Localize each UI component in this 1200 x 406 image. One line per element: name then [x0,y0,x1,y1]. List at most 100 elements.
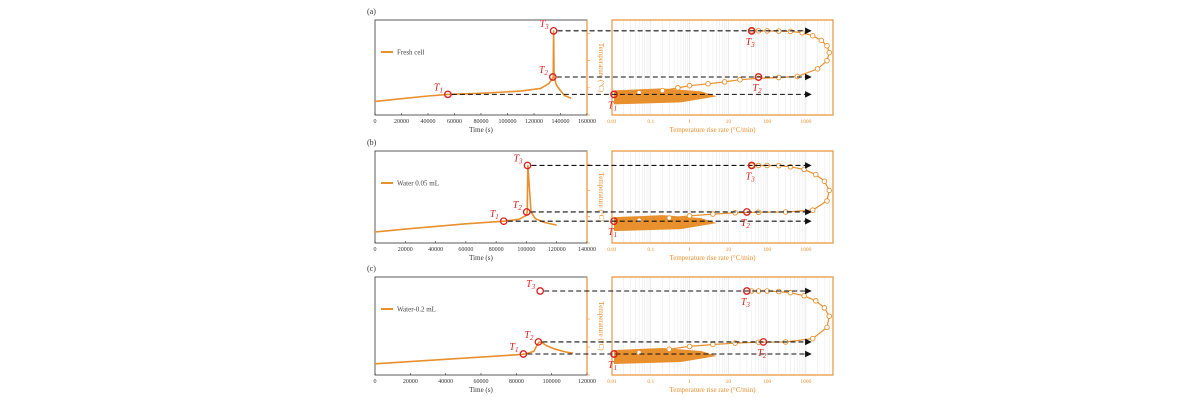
rate-marker-label-T1: T1 [608,100,617,112]
rate-data-point [821,178,828,184]
rate-data-point [801,166,807,173]
marker-label-T2: T2 [513,200,523,212]
x-tick-label: 40000 [438,379,453,385]
x-tick-label: 80000 [489,247,504,253]
x-tick-label: 140000 [552,119,570,125]
rate-data-point [824,57,830,64]
x-tick-label: 20000 [398,247,413,253]
x-tick-label: 60000 [474,379,489,385]
rate-data-point [686,343,693,350]
rate-marker-label-T2: T2 [753,83,763,95]
marker-T1 [519,350,528,358]
rate-data-point [776,288,782,295]
rate-marker-T1 [610,217,618,226]
rate-marker-T2 [754,73,763,81]
marker-label-T1: T1 [509,342,518,354]
marker-T3 [523,161,532,170]
rate-data-point [813,298,819,304]
rate-x-tick-label: 1 [688,379,691,385]
marker-label-T2: T2 [539,65,549,77]
x-axis-label: Time (s) [469,254,493,262]
marker-T1 [499,217,508,226]
panel-label: (c) [367,264,376,273]
x-tick-label: 140000 [578,247,596,253]
marker-label-T1: T1 [434,82,443,94]
rate-x-tick-label: 1000 [800,379,811,385]
rate-x-tick-label: 0.1 [647,379,654,385]
marker-T1 [444,90,452,99]
x-tick-label: 160000 [578,119,596,125]
panel-label: (b) [367,138,377,147]
rate-x-tick-label: 10 [726,119,732,125]
rate-x-tick-label: 1 [688,247,691,253]
rate-marker-label-T2: T2 [741,218,751,230]
rate-data-point [710,211,716,217]
rate-x-tick-label: 1000 [800,247,811,253]
temp-axis-label: Temperature (°C) [597,301,605,351]
rate-x-tick-label: 0.1 [647,247,654,253]
x-tick-label: 0 [374,119,377,125]
x-tick-label: 20000 [394,119,409,125]
x-axis-label: Time (s) [469,386,493,394]
rate-data-point [675,85,681,91]
rate-data-point [710,341,716,348]
time-plot-frame [374,276,588,376]
rate-marker-label-T3: T3 [746,171,756,183]
rate-data-point [813,171,819,178]
marker-T2 [534,338,543,346]
x-tick-label: 120000 [548,247,566,253]
rate-x-tick-label: 1 [688,119,691,125]
temperature-series-line [374,30,572,103]
rate-x-tick-label: 1000 [800,119,811,125]
rate-data-point [818,37,825,44]
temperature-series-line [374,341,574,365]
x-tick-label: 40000 [428,247,443,253]
panel-2: (b) 0 20000 40000 60000 80000 100000 120000 1400… [367,138,834,262]
rate-data-point [824,198,830,204]
rate-x-tick-label: 0.01 [607,119,617,125]
rate-series-line [639,30,830,94]
rate-x-axis-label: Temperature rise rate (°C/min) [669,126,756,134]
rate-marker-label-T1: T1 [608,360,617,372]
rate-data-point [666,346,673,352]
marker-T2 [522,208,531,216]
rate-marker-label-T3: T3 [746,37,756,49]
rate-data-point [659,87,666,94]
x-tick-label: 0 [374,379,377,385]
rate-marker-T3 [747,161,756,170]
marker-label-T2: T2 [524,330,534,342]
rate-marker-T3 [747,27,756,35]
rate-data-point [737,76,743,83]
rate-marker-label-T2: T2 [757,348,767,360]
rate-marker-T1 [610,350,618,358]
x-tick-label: 60000 [458,247,473,253]
rate-x-tick-label: 100 [763,379,772,385]
x-tick-label: 100000 [517,247,535,253]
x-tick-label: 120000 [578,379,596,385]
marker-label-T1: T1 [490,209,499,221]
rate-marker-T2 [742,208,751,216]
rate-data-point [732,210,738,216]
rate-data-point [809,335,816,342]
marker-label-T3: T3 [540,19,550,31]
marker-T3 [549,27,558,35]
marker-label-T3: T3 [513,153,523,165]
rate-data-point [787,289,794,296]
temp-axis-label: Temperature (°C) [597,43,605,93]
rate-data-point [636,217,642,224]
rate-marker-label-T3: T3 [741,297,751,309]
rate-x-tick-label: 10 [726,379,732,385]
rate-x-tick-label: 10 [726,247,732,253]
rate-x-tick-label: 0.01 [607,379,617,385]
rate-data-point [809,32,816,39]
rate-data-point [826,313,832,319]
rate-data-point [686,82,693,89]
rate-x-tick-label: 0.01 [607,247,617,253]
marker-T2 [548,73,557,81]
rate-data-point [824,43,830,49]
temperature-series-line [374,164,557,233]
rate-data-point [666,215,673,221]
x-axis-label: Time (s) [469,126,493,134]
rate-data-point [801,293,807,299]
